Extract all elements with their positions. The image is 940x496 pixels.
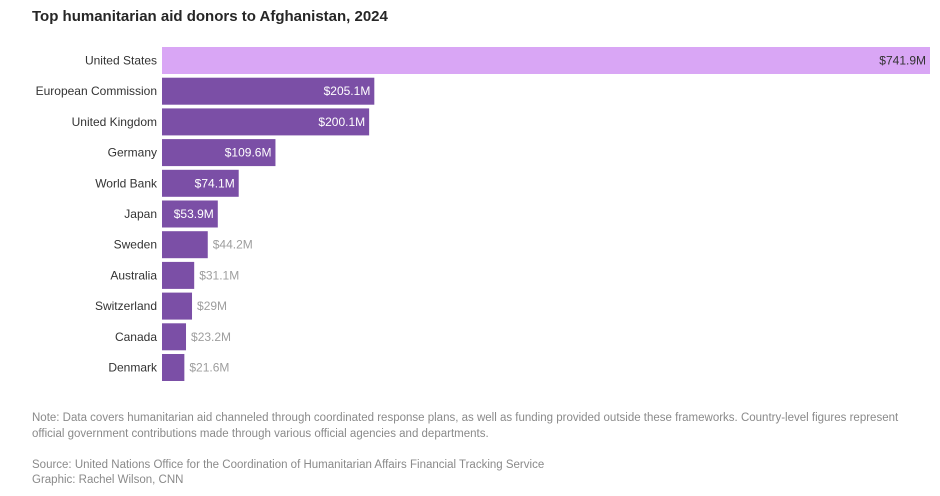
value-label-denmark: $21.6M	[189, 361, 229, 375]
value-label-germany: $109.6M	[225, 146, 272, 160]
bar-australia	[162, 261, 195, 289]
value-label-japan: $53.9M	[174, 207, 214, 221]
bar-japan	[162, 200, 218, 228]
value-label-sweden: $44.2M	[213, 238, 253, 252]
value-label-world-bank: $74.1M	[195, 176, 235, 190]
category-label-switzerland: Switzerland	[95, 299, 157, 313]
category-label-united-states: United States	[85, 54, 157, 68]
bar-united-kingdom	[162, 108, 370, 136]
graphic-credit: Graphic: Rachel Wilson, CNN	[32, 474, 184, 486]
chart-source: Source: United Nations Office for the Co…	[32, 458, 544, 488]
category-label-world-bank: World Bank	[95, 176, 158, 190]
bar-germany	[162, 139, 276, 167]
source-text: Source: United Nations Office for the Co…	[32, 459, 545, 471]
chart-note: Note: Data covers humanitarian aid chann…	[32, 412, 899, 440]
value-label-european-commission: $205.1M	[324, 84, 371, 98]
bar-chart: United States $741.9M European Commission $…	[36, 47, 930, 381]
category-label-canada: Canada	[115, 330, 157, 344]
category-label-european-commission: European Commission	[36, 84, 157, 98]
value-label-australia: $31.1M	[199, 268, 239, 282]
category-label-japan: Japan	[124, 207, 157, 221]
bar-european-commission	[162, 77, 375, 105]
bar-switzerland	[162, 292, 193, 320]
category-label-denmark: Denmark	[108, 361, 158, 375]
category-label-australia: Australia	[110, 268, 157, 282]
value-label-united-kingdom: $200.1M	[318, 115, 365, 129]
chart-title: Top humanitarian aid donors to Afghanist…	[32, 8, 388, 25]
value-label-united-states: $741.9M	[879, 54, 926, 68]
category-label-sweden: Sweden	[114, 238, 157, 252]
bar-sweden	[162, 231, 208, 259]
category-label-germany: Germany	[108, 146, 157, 160]
bar-united-states	[162, 47, 930, 74]
bar-world-bank	[162, 169, 239, 197]
bar-denmark	[162, 354, 185, 381]
bar-canada	[162, 323, 187, 351]
value-label-canada: $23.2M	[191, 330, 231, 344]
value-label-switzerland: $29M	[197, 299, 227, 313]
category-label-united-kingdom: United Kingdom	[72, 115, 157, 129]
